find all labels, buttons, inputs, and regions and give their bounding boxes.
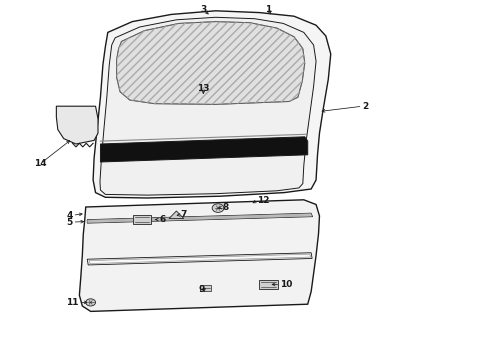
Text: 13: 13	[197, 84, 210, 93]
Circle shape	[86, 299, 96, 306]
Text: 7: 7	[180, 210, 187, 219]
Polygon shape	[87, 253, 312, 265]
Polygon shape	[79, 200, 319, 311]
Polygon shape	[117, 22, 305, 104]
Polygon shape	[200, 285, 211, 291]
Text: 5: 5	[66, 217, 73, 227]
Text: 9: 9	[198, 285, 205, 294]
Polygon shape	[100, 17, 316, 195]
Polygon shape	[93, 11, 331, 198]
Polygon shape	[133, 215, 151, 224]
Polygon shape	[169, 211, 184, 219]
Polygon shape	[100, 137, 308, 162]
Text: 12: 12	[257, 197, 270, 205]
Text: 4: 4	[66, 211, 73, 220]
Text: 6: 6	[160, 215, 166, 224]
Text: 14: 14	[34, 159, 47, 168]
Text: 11: 11	[66, 298, 78, 307]
Text: 8: 8	[223, 203, 229, 212]
Text: 10: 10	[280, 280, 293, 289]
Polygon shape	[56, 106, 98, 144]
Polygon shape	[259, 280, 278, 289]
Text: 1: 1	[266, 4, 271, 13]
Text: 2: 2	[363, 102, 369, 111]
Polygon shape	[89, 254, 311, 264]
Circle shape	[212, 204, 224, 212]
Polygon shape	[87, 213, 313, 223]
Text: 3: 3	[200, 4, 206, 13]
